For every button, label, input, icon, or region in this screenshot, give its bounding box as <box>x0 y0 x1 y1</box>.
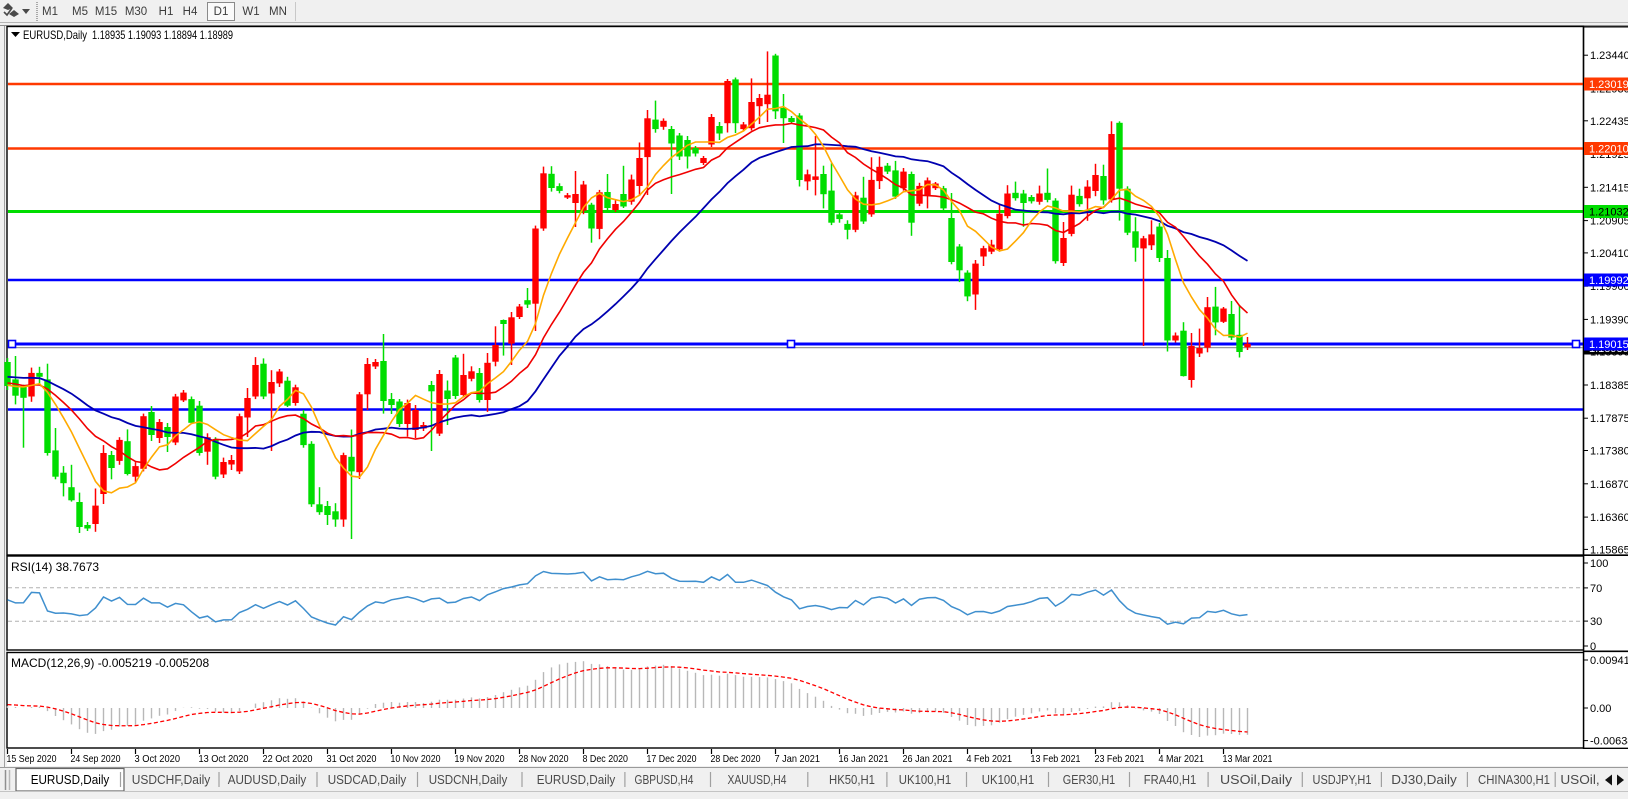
svg-text:USDCNH,Daily: USDCNH,Daily <box>429 773 508 787</box>
svg-text:XAUUSD,H4: XAUUSD,H4 <box>728 773 787 787</box>
svg-text:10 Nov 2020: 10 Nov 2020 <box>391 753 441 765</box>
svg-text:30: 30 <box>1590 616 1602 628</box>
svg-text:1.18935 1.19093 1.18894 1.1898: 1.18935 1.19093 1.18894 1.18989 <box>92 28 233 42</box>
svg-text:1.20905: 1.20905 <box>1590 216 1628 228</box>
svg-text:28 Nov 2020: 28 Nov 2020 <box>519 753 569 765</box>
svg-text:1.19015: 1.19015 <box>1589 339 1628 351</box>
svg-text:M1: M1 <box>42 6 58 18</box>
svg-text:13 Feb 2021: 13 Feb 2021 <box>1031 753 1081 765</box>
svg-text:USDCAD,Daily: USDCAD,Daily <box>328 773 407 787</box>
svg-text:22 Oct 2020: 22 Oct 2020 <box>263 753 313 765</box>
svg-text:19 Nov 2020: 19 Nov 2020 <box>455 753 505 765</box>
svg-text:0.009412: 0.009412 <box>1590 655 1628 667</box>
svg-text:MN: MN <box>269 6 287 18</box>
svg-text:28 Dec 2020: 28 Dec 2020 <box>711 753 761 765</box>
svg-text:1.21032: 1.21032 <box>1589 207 1628 219</box>
svg-text:1.22010: 1.22010 <box>1589 144 1628 156</box>
svg-text:100: 100 <box>1590 558 1608 570</box>
svg-text:1.19992: 1.19992 <box>1589 275 1628 287</box>
svg-text:0.00: 0.00 <box>1590 703 1611 715</box>
svg-text:HK50,H1: HK50,H1 <box>829 773 875 787</box>
svg-text:13 Mar 2021: 13 Mar 2021 <box>1223 753 1273 765</box>
svg-text:8 Dec 2020: 8 Dec 2020 <box>583 753 629 765</box>
svg-text:M5: M5 <box>72 6 88 18</box>
svg-text:1.21415: 1.21415 <box>1590 182 1628 194</box>
svg-text:USDJPY,H1: USDJPY,H1 <box>1313 773 1372 787</box>
svg-text:15 Sep 2020: 15 Sep 2020 <box>7 753 57 765</box>
svg-text:-0.006386: -0.006386 <box>1590 736 1628 748</box>
svg-text:USDCHF,Daily: USDCHF,Daily <box>132 773 211 787</box>
svg-text:1.15865: 1.15865 <box>1590 544 1628 556</box>
svg-text:0: 0 <box>1590 641 1596 653</box>
svg-text:17 Dec 2020: 17 Dec 2020 <box>647 753 697 765</box>
svg-text:DJ30,Daily: DJ30,Daily <box>1391 773 1457 787</box>
svg-text:1.18385: 1.18385 <box>1590 380 1628 392</box>
svg-text:CHINA300,H1: CHINA300,H1 <box>1478 773 1550 787</box>
svg-text:31 Oct 2020: 31 Oct 2020 <box>327 753 377 765</box>
svg-text:23 Feb 2021: 23 Feb 2021 <box>1095 753 1145 765</box>
svg-text:1.22435: 1.22435 <box>1590 116 1628 128</box>
svg-text:GBPUSD,H4: GBPUSD,H4 <box>635 773 694 787</box>
svg-text:1.16870: 1.16870 <box>1590 479 1628 491</box>
svg-text:1.23019: 1.23019 <box>1589 79 1628 91</box>
svg-text:1.19390: 1.19390 <box>1590 314 1628 326</box>
svg-text:UK100,H1: UK100,H1 <box>899 773 951 787</box>
svg-text:AUDUSD,Daily: AUDUSD,Daily <box>228 773 307 787</box>
svg-text:7 Jan 2021: 7 Jan 2021 <box>775 753 821 765</box>
svg-text:1.23440: 1.23440 <box>1590 50 1628 62</box>
svg-text:4 Mar 2021: 4 Mar 2021 <box>1159 753 1205 765</box>
svg-text:H4: H4 <box>183 6 198 18</box>
svg-text:1.17380: 1.17380 <box>1590 446 1628 458</box>
svg-text:MACD(12,26,9) -0.005219 -0.005: MACD(12,26,9) -0.005219 -0.005208 <box>11 656 209 670</box>
svg-text:70: 70 <box>1590 583 1602 595</box>
svg-text:W1: W1 <box>242 6 259 18</box>
svg-text:RSI(14) 38.7673: RSI(14) 38.7673 <box>11 560 99 574</box>
svg-text:13 Oct 2020: 13 Oct 2020 <box>199 753 249 765</box>
svg-text:EURUSD,Daily: EURUSD,Daily <box>23 28 87 42</box>
svg-text:1.17875: 1.17875 <box>1590 413 1628 425</box>
svg-text:H1: H1 <box>159 6 174 18</box>
svg-text:D1: D1 <box>214 6 229 18</box>
svg-text:USOil,Daily: USOil,Daily <box>1220 773 1293 787</box>
svg-text:16 Jan 2021: 16 Jan 2021 <box>839 753 889 765</box>
svg-text:3 Oct 2020: 3 Oct 2020 <box>135 753 181 765</box>
svg-text:24 Sep 2020: 24 Sep 2020 <box>71 753 121 765</box>
svg-text:UK100,H1: UK100,H1 <box>982 773 1034 787</box>
svg-text:4 Feb 2021: 4 Feb 2021 <box>967 753 1013 765</box>
svg-text:EURUSD,Daily: EURUSD,Daily <box>537 773 616 787</box>
svg-text:1.16360: 1.16360 <box>1590 512 1628 524</box>
svg-text:26 Jan 2021: 26 Jan 2021 <box>903 753 953 765</box>
svg-text:1.20410: 1.20410 <box>1590 248 1628 260</box>
svg-text:EURUSD,Daily: EURUSD,Daily <box>31 773 110 787</box>
svg-text:M30: M30 <box>125 6 147 18</box>
svg-text:USOil,: USOil, <box>1560 773 1599 787</box>
svg-text:FRA40,H1: FRA40,H1 <box>1144 773 1196 787</box>
svg-text:GER30,H1: GER30,H1 <box>1063 773 1115 787</box>
svg-text:M15: M15 <box>95 6 117 18</box>
